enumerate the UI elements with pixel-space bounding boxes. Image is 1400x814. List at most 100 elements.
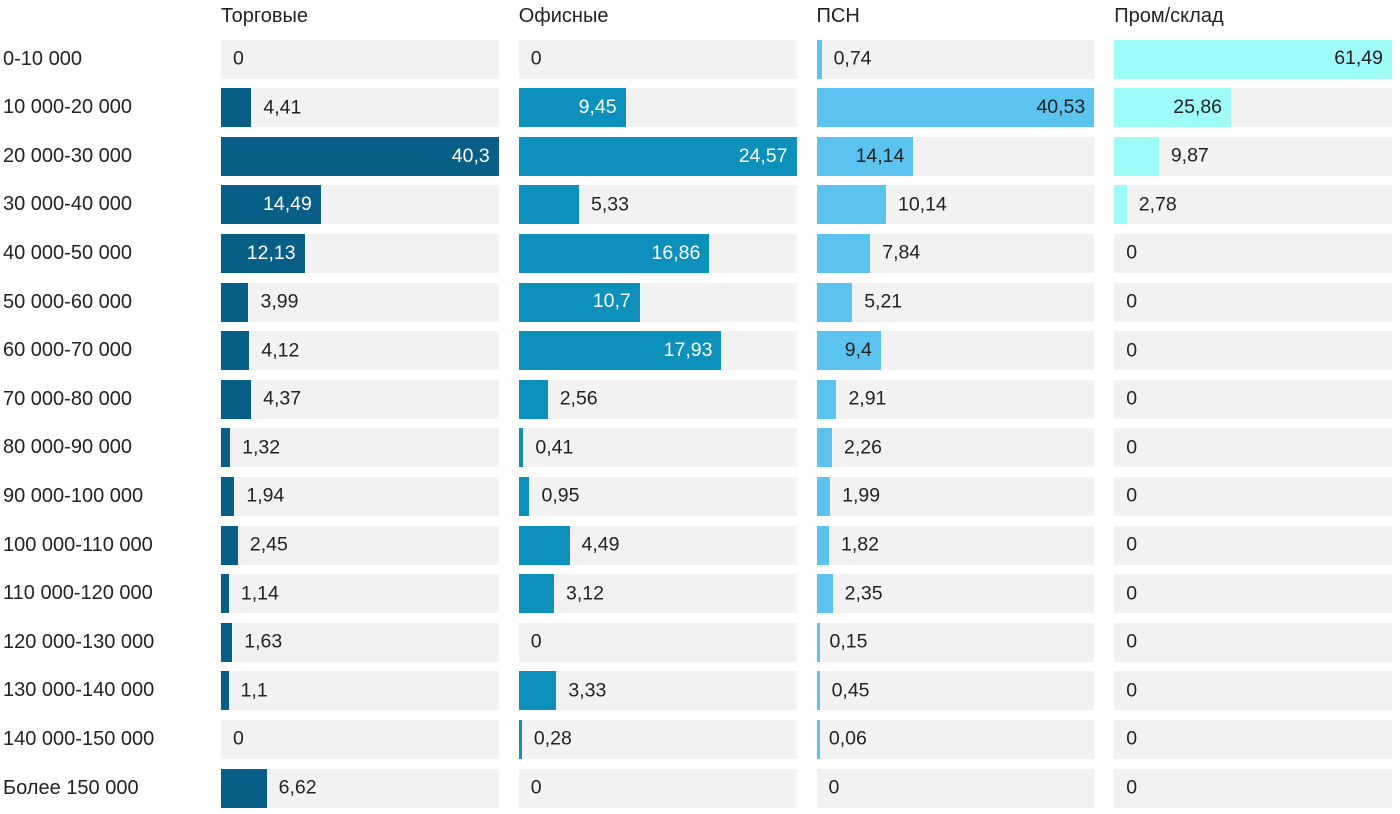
bar	[221, 525, 238, 565]
bar-track: 3,12	[518, 574, 797, 614]
value-label: 2,78	[1138, 193, 1177, 216]
bar-track: 25,86	[1114, 88, 1392, 128]
value-label: 0	[1126, 533, 1138, 556]
bar-track: 2,78	[1114, 185, 1392, 225]
value-label: 0	[233, 47, 244, 70]
bar-track: 0,41	[518, 428, 797, 468]
value-label: 0	[828, 776, 840, 799]
bar	[221, 768, 267, 808]
row-label: 60 000-70 000	[3, 339, 133, 362]
bar-track: 16,86	[518, 233, 797, 273]
row-label: Более 150 000	[3, 776, 139, 799]
bar-track: 40,53	[816, 88, 1095, 128]
value-label: 12,13	[246, 241, 296, 264]
value-label: 0,06	[828, 727, 867, 750]
value-label: 2,35	[844, 581, 883, 604]
bar	[816, 185, 886, 225]
value-label: 1,32	[242, 436, 281, 459]
value-label: 0	[1126, 241, 1138, 264]
bar-track: 9,4	[816, 331, 1095, 371]
bar-track: 1,1	[221, 671, 499, 711]
bar-track: 7,84	[816, 233, 1095, 273]
bar-track: 0,95	[518, 476, 797, 516]
bar	[816, 39, 822, 79]
bar-track: 10,14	[816, 185, 1095, 225]
value-label: 0	[1126, 630, 1138, 653]
bar-track: 0	[1114, 282, 1392, 322]
bar-track: 0	[518, 768, 797, 808]
bar-track: 5,33	[518, 185, 797, 225]
bar	[221, 476, 235, 516]
bar-track: 4,37	[221, 379, 499, 419]
bar	[1114, 185, 1127, 225]
value-label: 4,12	[261, 338, 300, 361]
bar-track: 0,15	[816, 622, 1095, 662]
value-label: 1,63	[244, 630, 283, 653]
bar-track: 6,62	[221, 768, 499, 808]
bar-track: 61,49	[1114, 39, 1392, 79]
bar-track: 9,87	[1114, 136, 1392, 176]
bar	[221, 428, 231, 468]
row-label: 80 000-90 000	[3, 436, 133, 459]
bar	[518, 719, 522, 759]
bar	[518, 525, 570, 565]
bar-track: 5,21	[816, 282, 1095, 322]
value-label: 0	[530, 630, 542, 653]
value-label: 0	[530, 47, 542, 70]
value-label: 9,4	[844, 338, 872, 361]
bar	[518, 574, 555, 614]
value-label: 0	[1126, 290, 1138, 313]
value-label: 0,28	[533, 727, 572, 750]
value-label: 0	[1126, 484, 1138, 507]
bar	[816, 574, 833, 614]
series-header: Торговые	[221, 5, 309, 27]
bar	[1114, 136, 1159, 176]
value-label: 1,99	[842, 484, 881, 507]
value-label: 2,56	[559, 387, 598, 410]
bar: 40,53	[816, 88, 1095, 128]
bar-track: 3,33	[518, 671, 797, 711]
bar-track: 0	[1114, 574, 1392, 614]
value-label: 0	[1126, 776, 1138, 799]
bar	[816, 719, 820, 759]
bar	[221, 282, 249, 322]
value-label: 0,15	[829, 630, 868, 653]
value-label: 24,57	[738, 144, 788, 167]
row-label: 50 000-60 000	[3, 290, 133, 313]
row-label: 90 000-100 000	[3, 484, 144, 507]
bar	[816, 525, 829, 565]
bar-track: 24,57	[518, 136, 797, 176]
value-label: 0,95	[541, 484, 580, 507]
bar: 16,86	[518, 233, 710, 273]
bar	[221, 622, 233, 662]
series-header: ПСН	[816, 5, 860, 27]
bar-track: 40,3	[221, 136, 499, 176]
bar: 12,13	[221, 233, 305, 273]
row-label: 130 000-140 000	[3, 679, 155, 702]
value-label: 61,49	[1334, 47, 1383, 70]
bar-track: 9,45	[518, 88, 797, 128]
bar-track: 17,93	[518, 331, 797, 371]
value-label: 25,86	[1173, 95, 1223, 118]
value-label: 4,37	[263, 387, 302, 410]
value-label: 5,33	[591, 193, 629, 216]
bar	[221, 331, 250, 371]
value-label: 0,41	[535, 436, 574, 459]
bar	[518, 379, 548, 419]
row-label: 70 000-80 000	[3, 387, 133, 410]
header-corner-spacer	[3, 4, 201, 30]
value-label: 5,21	[864, 290, 903, 313]
bar-track: 0	[1114, 379, 1392, 419]
value-label: 2,45	[249, 533, 288, 556]
value-label: 0	[1126, 679, 1138, 702]
value-label: 1,82	[840, 533, 879, 556]
bar-track: 2,56	[518, 379, 797, 419]
value-label: 10,14	[897, 193, 947, 216]
bar-track: 0,45	[816, 671, 1095, 711]
value-label: 2,91	[848, 387, 887, 410]
value-label: 1,14	[240, 581, 279, 604]
value-label: 0	[530, 776, 542, 799]
bar-track: 0	[1114, 719, 1392, 759]
bar-track: 0,28	[518, 719, 797, 759]
